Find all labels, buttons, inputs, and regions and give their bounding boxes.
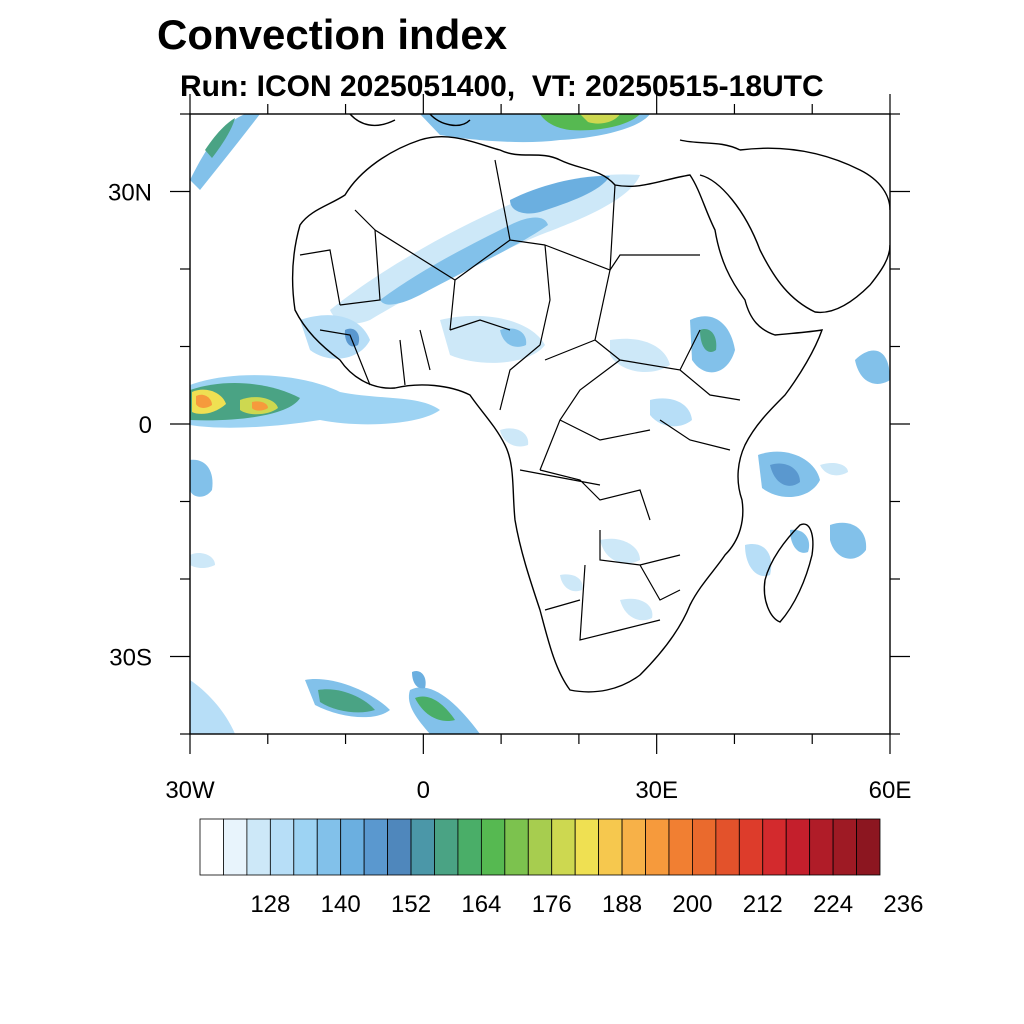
convection-cell (500, 428, 529, 447)
convection-cell (190, 114, 260, 190)
chart-title: Convection index (157, 11, 508, 58)
convection-cell (620, 598, 653, 621)
colorbar-swatch (645, 818, 670, 876)
convection-cell (190, 680, 235, 734)
colorbar-label: 140 (321, 891, 361, 918)
convection-cell (510, 175, 610, 214)
colorbar-swatch (785, 818, 811, 876)
axis-ticks (170, 94, 910, 754)
convection-cell (610, 338, 670, 373)
convection-cell (415, 696, 455, 722)
africa-coastline (291, 136, 824, 693)
colorbar-swatch (457, 818, 482, 876)
y-tick-label: 0 (139, 412, 152, 439)
convection-cell (205, 118, 235, 158)
colorbar-swatch (574, 818, 600, 876)
colorbar-swatch (480, 818, 506, 876)
colorbar-label: 212 (743, 891, 783, 918)
convection-cell (855, 350, 890, 384)
x-tick-label: 0 (417, 777, 430, 804)
convection-cell (318, 689, 375, 713)
colorbar-swatch (363, 818, 388, 876)
colorbar-swatch (434, 818, 459, 876)
convection-cell (500, 328, 527, 347)
madagascar (763, 523, 814, 623)
colorbar-swatch (598, 818, 623, 876)
colorbar-swatch (316, 818, 342, 876)
convection-cell (700, 329, 717, 352)
y-tick-label: 30S (109, 645, 152, 672)
colorbar-swatch (668, 818, 693, 876)
colorbar-swatch (504, 818, 529, 876)
convection-cell (412, 670, 426, 689)
colorbar-swatch (856, 818, 881, 876)
convection-cell (440, 315, 545, 363)
convection-cell (790, 529, 810, 553)
x-tick-label: 60E (869, 777, 912, 804)
colorbar-swatch (340, 818, 365, 876)
convection-cell (830, 522, 867, 559)
colorbar-swatch (223, 818, 248, 876)
europe-coast (349, 114, 741, 151)
colorbar: 128 140 152 164 176 188 200 212 224 236 (199, 818, 923, 918)
convection-cell (252, 401, 268, 411)
colorbar-label: 224 (813, 891, 853, 918)
colorbar-label: 200 (672, 891, 712, 918)
convection-cell (600, 538, 640, 564)
colorbar-label: 128 (250, 891, 290, 918)
colorbar-swatch (715, 818, 740, 876)
axis-tick-labels: 30W 0 30E 60E 30N 0 30S (108, 180, 911, 805)
convection-cell (820, 462, 848, 476)
y-tick-label: 30N (108, 180, 152, 207)
colorbar-swatch (527, 818, 553, 876)
arabia-coast (699, 147, 890, 314)
colorbar-swatch (621, 818, 646, 876)
colorbar-swatch (809, 818, 834, 876)
convection-cell (196, 394, 212, 408)
convection-cell (300, 315, 370, 359)
convection-cell (344, 328, 360, 347)
x-tick-label: 30W (165, 777, 215, 804)
convection-cell (580, 114, 620, 124)
colorbar-swatch (387, 818, 412, 876)
colorbar-swatch (199, 818, 224, 876)
colorbar-swatch (692, 818, 717, 876)
convection-cell (650, 398, 692, 427)
colorbar-label: 188 (602, 891, 642, 918)
border-line (299, 159, 741, 641)
colorbar-swatch (832, 818, 857, 876)
x-tick-label: 30E (635, 777, 678, 804)
convection-cell (770, 463, 800, 486)
colorbar-swatch (738, 818, 764, 876)
colorbar-swatch (551, 818, 576, 876)
convection-cell (190, 553, 215, 569)
coastlines (291, 114, 890, 693)
colorbar-label: 236 (883, 891, 923, 918)
convection-cell (190, 459, 213, 497)
convection-cell (380, 217, 548, 305)
convection-cell (745, 544, 772, 577)
colorbar-label: 176 (532, 891, 572, 918)
chart-subtitle: Run: ICON 2025051400, VT: 20250515-18UTC (180, 70, 824, 103)
colorbar-swatch (762, 818, 787, 876)
colorbar-swatch (410, 818, 435, 876)
country-borders (299, 159, 741, 641)
colorbar-label: 152 (391, 891, 431, 918)
colorbar-swatch (246, 818, 271, 876)
colorbar-label: 164 (461, 891, 501, 918)
colorbar-swatch (293, 818, 318, 876)
colorbar-swatch (269, 818, 295, 876)
convection-field (190, 114, 890, 734)
convection-cell (560, 574, 583, 592)
